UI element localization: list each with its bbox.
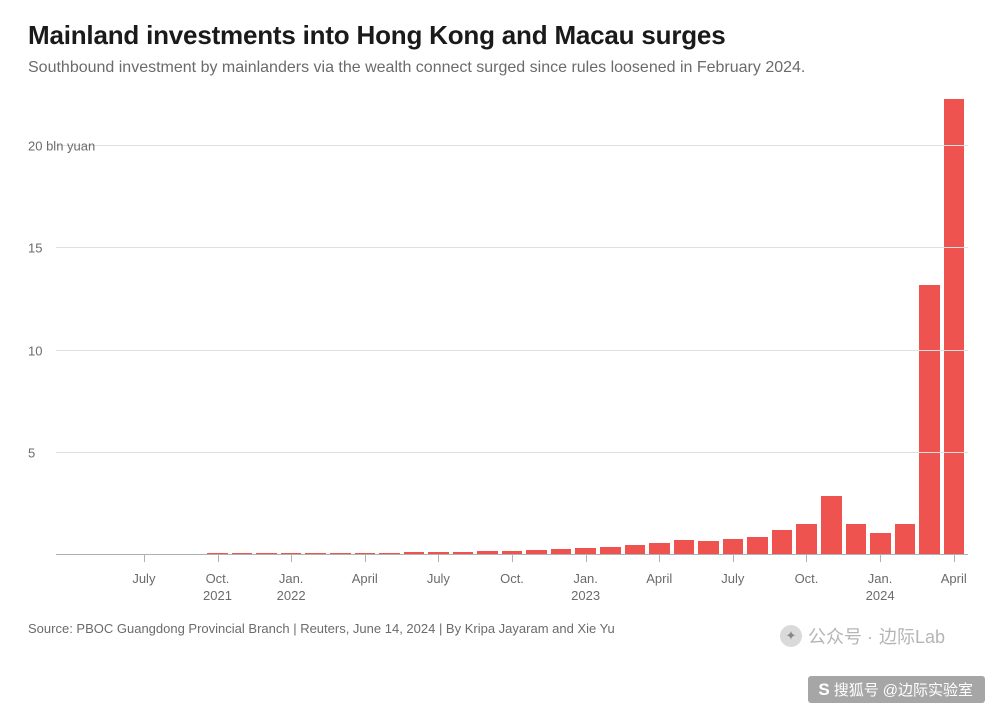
bar (796, 524, 817, 555)
x-axis-label: April (941, 571, 967, 588)
x-axis-label: July (427, 571, 450, 588)
x-tick (365, 555, 366, 562)
x-tick (291, 555, 292, 562)
plot-area: 5101520 bln yuan (56, 95, 968, 555)
watermark-sohu-text: @边际实验室 (883, 679, 973, 700)
bar (895, 524, 916, 555)
x-axis-label: Jan.2023 (571, 571, 600, 605)
wechat-icon: ✦ (780, 625, 802, 647)
x-axis-label: April (352, 571, 378, 588)
bar (944, 99, 965, 555)
chart-subtitle: Southbound investment by mainlanders via… (28, 59, 967, 77)
bars-group (56, 95, 968, 555)
y-axis-label: 20 bln yuan (28, 139, 118, 154)
x-axis-label: July (721, 571, 744, 588)
watermark-wechat-text: 边际Lab (879, 623, 945, 649)
bar (674, 540, 695, 555)
bar (821, 496, 842, 555)
x-axis-label: Jan.2022 (277, 571, 306, 605)
bar (747, 537, 768, 555)
watermark-wechat: ✦ 公众号 · 边际Lab (780, 623, 945, 649)
x-tick (880, 555, 881, 562)
x-axis-labels: July Oct.2021 Jan.2022 April July Oct. Jan.202… (56, 563, 968, 615)
bar (846, 524, 867, 555)
y-axis-label: 15 (28, 241, 118, 256)
bar (698, 541, 719, 555)
chart-title: Mainland investments into Hong Kong and … (28, 20, 967, 51)
x-tick (659, 555, 660, 562)
x-tick (438, 555, 439, 562)
x-axis-label: Oct. (795, 571, 819, 588)
sohu-icon: S (818, 680, 829, 700)
chart-area: 5101520 bln yuan JulyOct.2021Jan.2022Apr… (28, 95, 968, 615)
grid-line (56, 145, 968, 146)
grid-line (56, 247, 968, 248)
x-tick (218, 555, 219, 562)
bar (919, 285, 940, 555)
x-tick (512, 555, 513, 562)
x-axis-label: Jan.2024 (866, 571, 895, 605)
watermark-wechat-prefix: 公众号 · (808, 623, 873, 649)
grid-line (56, 350, 968, 351)
x-tick (733, 555, 734, 562)
x-axis-label: July (132, 571, 155, 588)
x-axis-label: April (646, 571, 672, 588)
bar (870, 533, 891, 555)
watermark-sohu-prefix: 搜狐号 (834, 679, 879, 700)
watermark-sohu: S 搜狐号 @边际实验室 (808, 676, 985, 703)
x-tick (954, 555, 955, 562)
x-tick (806, 555, 807, 562)
bar (723, 539, 744, 555)
bar (772, 530, 793, 555)
y-axis-label: 5 (28, 445, 118, 460)
x-axis-label: Oct. (500, 571, 524, 588)
grid-line (56, 452, 968, 453)
x-axis-label: Oct.2021 (203, 571, 232, 605)
y-axis-label: 10 (28, 343, 118, 358)
x-tick (144, 555, 145, 562)
x-tick (586, 555, 587, 562)
x-tick-marks (56, 555, 968, 563)
chart-container: Mainland investments into Hong Kong and … (0, 0, 995, 709)
